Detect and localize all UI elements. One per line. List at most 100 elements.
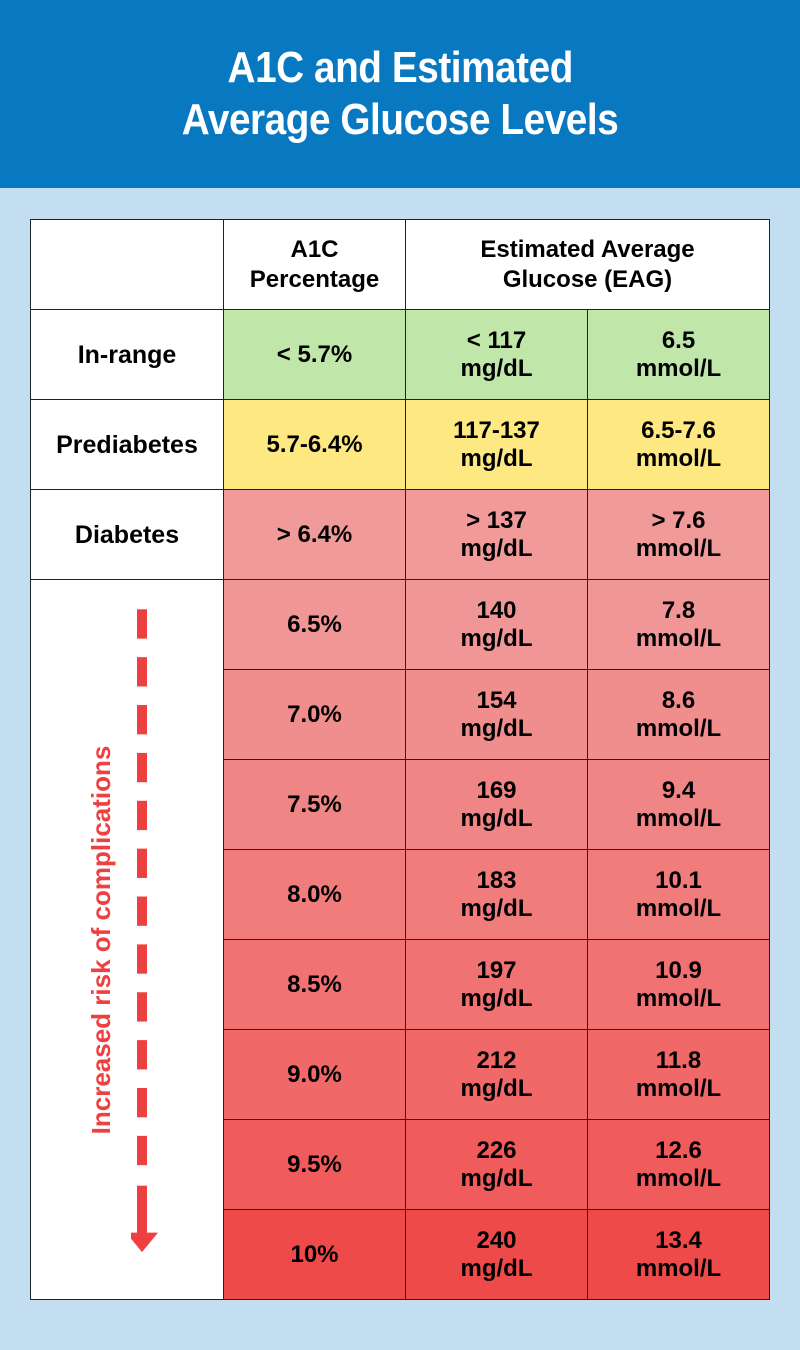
mgdl-cell-text-2: mg/dL: [460, 984, 533, 1012]
mgdl-cell-text-2: mg/dL: [460, 624, 533, 652]
arrow-head: [131, 1232, 158, 1253]
mgdl-cell-text-1: < 117: [466, 326, 527, 354]
mgdl-cell-text-1: 212: [476, 1046, 517, 1074]
mgdl-cell: 169 mg/dL: [405, 759, 588, 850]
mmol-cell: > 7.6 mmol/L: [587, 489, 770, 580]
a1c-cell: 8.5%: [223, 939, 406, 1030]
mgdl-cell-text-1: 154: [476, 686, 517, 714]
value-row: 8.5% 197 mg/dL 10.9 mmol/L: [31, 939, 770, 1030]
mgdl-cell: > 137 mg/dL: [405, 489, 588, 580]
mmol-cell-text-1: 11.8: [655, 1046, 702, 1074]
mgdl-cell-text-2: mg/dL: [460, 1254, 533, 1282]
eag-header-line2: Glucose (EAG): [502, 265, 673, 293]
mmol-cell: 10.1 mmol/L: [587, 849, 770, 940]
arrow-dash: [137, 609, 147, 639]
mgdl-cell-text-2: mg/dL: [460, 714, 533, 742]
mmol-cell: 6.5-7.6 mmol/L: [587, 399, 770, 490]
row-label-text-1: In-range: [77, 340, 177, 369]
title-line-2: Average Glucose Levels: [181, 95, 619, 144]
mmol-cell: 6.5 mmol/L: [587, 309, 770, 400]
mgdl-cell-text-2: mg/dL: [460, 354, 533, 382]
mgdl-cell: 226 mg/dL: [405, 1119, 588, 1210]
title-line-1: A1C and Estimated: [227, 43, 573, 92]
value-row: 7.5% 169 mg/dL 9.4 mmol/L: [31, 759, 770, 850]
mmol-cell-text-2: mmol/L: [635, 444, 722, 472]
mmol-cell-text-1: 9.4: [661, 776, 696, 804]
mgdl-cell-text-2: mg/dL: [460, 1074, 533, 1102]
arrow-dash: [137, 896, 147, 926]
mgdl-cell-text-1: > 137: [466, 506, 527, 534]
a1c-cell: 7.5%: [223, 759, 406, 850]
mmol-cell-text-2: mmol/L: [635, 624, 722, 652]
category-row: Prediabetes 5.7-6.4% 117-137 mg/dL 6.5-7.6 mm…: [30, 399, 770, 490]
a1c-cell: 10%: [223, 1209, 406, 1300]
mgdl-cell-text-1: 226: [476, 1136, 517, 1164]
a1c-cell-text-1: 6.5%: [287, 610, 342, 638]
title-banner: A1C and Estimated Average Glucose Levels: [0, 0, 800, 188]
mmol-cell-text-1: 10.9: [655, 956, 702, 984]
a1c-cell-text-1: 10%: [290, 1240, 339, 1268]
a1c-cell-text-1: 7.0%: [287, 700, 342, 728]
mgdl-cell-text-1: 140: [476, 596, 517, 624]
value-row: 9.5% 226 mg/dL 12.6 mmol/L: [31, 1119, 770, 1210]
arrow-dash: [137, 657, 147, 687]
header-row: A1C Percentage Estimated Average Glucose…: [30, 219, 770, 310]
mgdl-cell-text-2: mg/dL: [460, 804, 533, 832]
a1c-cell: 7.0%: [223, 669, 406, 760]
mgdl-cell: < 117 mg/dL: [405, 309, 588, 400]
row-label: Diabetes: [30, 489, 224, 580]
mmol-cell-text-1: 8.6: [661, 686, 696, 714]
empty-header-cell: [30, 219, 224, 310]
a1c-header-line1: A1C: [290, 235, 339, 263]
mgdl-cell-text-1: 240: [476, 1226, 517, 1254]
eag-header-line1: Estimated Average: [480, 235, 695, 263]
mmol-cell-text-2: mmol/L: [635, 894, 722, 922]
mmol-cell-text-2: mmol/L: [635, 1254, 722, 1282]
a1c-cell: > 6.4%: [223, 489, 406, 580]
mgdl-cell: 140 mg/dL: [405, 579, 588, 670]
category-row: Diabetes > 6.4% > 137 mg/dL > 7.6 mmol/L: [30, 489, 770, 580]
a1c-cell-text-1: < 5.7%: [276, 340, 353, 368]
mmol-cell-text-1: 7.8: [661, 596, 696, 624]
mmol-cell: 7.8 mmol/L: [587, 579, 770, 670]
a1c-header-line2: Percentage: [249, 265, 380, 293]
mmol-cell: 10.9 mmol/L: [587, 939, 770, 1030]
mgdl-cell-text-2: mg/dL: [460, 894, 533, 922]
arrow-dash: [137, 800, 147, 831]
mmol-cell-text-1: 12.6: [655, 1136, 702, 1164]
value-row: 8.0% 183 mg/dL 10.1 mmol/L: [31, 849, 770, 940]
dashed-arrow-down-icon: [131, 609, 158, 1253]
arrow-dash: [137, 1135, 147, 1166]
category-row: In-range < 5.7% < 117 mg/dL 6.5 mmol/L: [30, 309, 770, 400]
mmol-cell-text-2: mmol/L: [635, 534, 722, 562]
a1c-cell-text-1: 5.7-6.4%: [266, 430, 363, 458]
mmol-cell-text-2: mmol/L: [635, 804, 722, 832]
mgdl-cell: 212 mg/dL: [405, 1029, 588, 1120]
arrow-dash: [137, 1087, 147, 1118]
arrow-dash: [137, 1040, 147, 1070]
mmol-cell-text-2: mmol/L: [635, 1074, 722, 1102]
value-row: 7.0% 154 mg/dL 8.6 mmol/L: [31, 669, 770, 760]
mmol-cell-text-1: 13.4: [655, 1226, 702, 1254]
risk-label: Increased risk of complications: [86, 745, 116, 1134]
a1c-cell-text-1: 9.5%: [287, 1150, 342, 1178]
a1c-cell-text-1: 8.0%: [287, 880, 342, 908]
mgdl-cell: 154 mg/dL: [405, 669, 588, 760]
mgdl-cell-text-2: mg/dL: [460, 1164, 533, 1192]
mmol-cell: 11.8 mmol/L: [587, 1029, 770, 1120]
a1c-cell: 8.0%: [223, 849, 406, 940]
a1c-cell-text-1: 7.5%: [287, 790, 342, 818]
mgdl-cell-text-2: mg/dL: [460, 534, 533, 562]
mmol-cell-text-1: 10.1: [655, 866, 702, 894]
row-label: In-range: [30, 309, 224, 400]
mmol-cell-text-2: mmol/L: [635, 354, 722, 382]
risk-indicator-cell: Increased risk of complications: [30, 579, 224, 1300]
value-row: 10% 240 mg/dL 13.4 mmol/L: [31, 1209, 770, 1300]
a1c-cell: 9.5%: [223, 1119, 406, 1210]
mmol-cell-text-1: 6.5: [661, 326, 696, 354]
a1c-column-header: A1C Percentage: [223, 219, 406, 310]
row-label-text-1: Prediabetes: [56, 430, 198, 459]
arrow-dash: [137, 992, 147, 1022]
arrow-dash: [137, 848, 147, 878]
a1c-cell: 9.0%: [223, 1029, 406, 1120]
